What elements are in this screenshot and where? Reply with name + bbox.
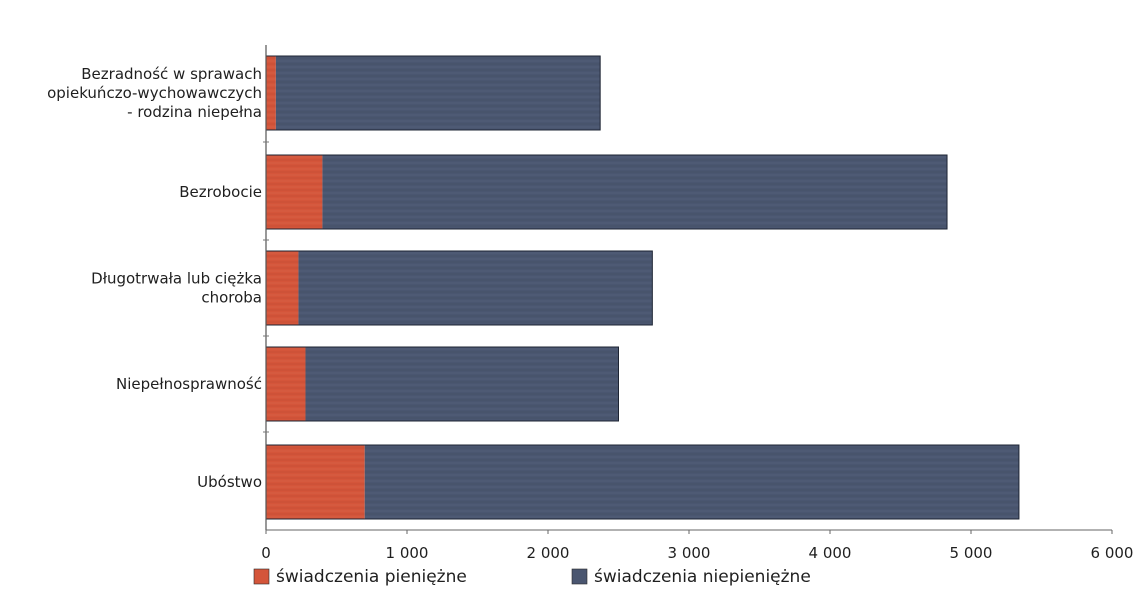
bars-layer bbox=[265, 55, 1020, 520]
category-label-3: Niepełnosprawność bbox=[116, 375, 262, 393]
category-label-line: Ubóstwo bbox=[197, 473, 262, 491]
x-tick-label-1: 1 000 bbox=[386, 544, 429, 562]
legend-label-0: świadczenia pieniężne bbox=[276, 567, 467, 587]
x-tick-label-4: 4 000 bbox=[809, 544, 852, 562]
x-tick-label-5: 5 000 bbox=[950, 544, 993, 562]
bar-texture-overlay bbox=[364, 445, 1019, 519]
x-tick-label-2: 2 000 bbox=[527, 544, 570, 562]
category-labels: Bezradność w sprawach opiekuńczo-wychowaw… bbox=[47, 65, 262, 491]
category-label-line: Niepełnosprawność bbox=[116, 375, 262, 393]
category-label-1: Bezrobocie bbox=[179, 183, 262, 201]
category-label-4: Ubóstwo bbox=[197, 473, 262, 491]
legend-swatch-0 bbox=[253, 568, 270, 585]
bar-texture-overlay bbox=[266, 155, 323, 229]
x-tick-label-6: 6 000 bbox=[1091, 544, 1134, 562]
category-label-line: Długotrwała lub ciężka bbox=[91, 270, 262, 288]
bar-texture-overlay bbox=[275, 56, 601, 130]
bar-texture-overlay bbox=[266, 251, 299, 325]
x-tick-label-0: 0 bbox=[261, 544, 271, 562]
category-label-line: Bezrobocie bbox=[179, 183, 262, 201]
legend-label-1: świadczenia niepieniężne bbox=[594, 567, 811, 587]
category-label-line: - rodzina niepełna bbox=[127, 103, 262, 121]
x-tick-label-3: 3 000 bbox=[668, 544, 711, 562]
category-label-line: opiekuńczo-wychowawczych bbox=[47, 84, 262, 102]
category-label-line: Bezradność w sprawach bbox=[81, 65, 262, 83]
legend-swatch-1 bbox=[571, 568, 588, 585]
bar-texture-overlay bbox=[266, 347, 306, 421]
category-label-2: Długotrwała lub ciężka choroba bbox=[91, 270, 262, 307]
bar-texture-overlay bbox=[266, 56, 276, 130]
category-label-line: choroba bbox=[201, 289, 262, 307]
axis-layer: 0 1 000 2 000 3 000 4 000 5 000 6 000 bbox=[261, 45, 1133, 562]
category-label-0: Bezradność w sprawach opiekuńczo-wychowaw… bbox=[47, 65, 262, 121]
bar-texture-overlay bbox=[305, 347, 619, 421]
bar-texture-overlay bbox=[322, 155, 948, 229]
bar-texture-overlay bbox=[266, 445, 365, 519]
bar-texture-overlay bbox=[298, 251, 653, 325]
legend: świadczenia pieniężne świadczenia niepien… bbox=[253, 567, 811, 587]
